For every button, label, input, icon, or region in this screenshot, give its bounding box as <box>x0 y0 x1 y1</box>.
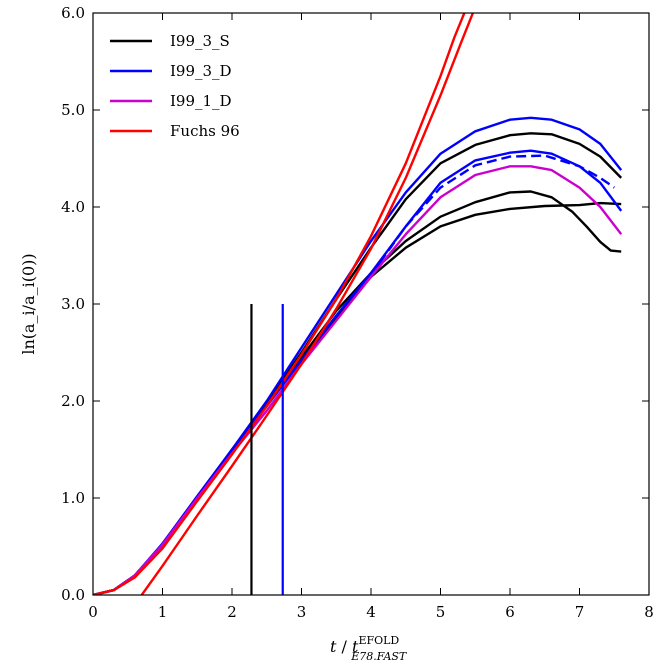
legend-label: I99_3_S <box>170 32 230 50</box>
y-tick-label: 5.0 <box>61 101 85 119</box>
y-tick-label: 0.0 <box>61 586 85 604</box>
legend-label: Fuchs 96 <box>170 122 240 140</box>
y-tick-label: 1.0 <box>61 489 85 507</box>
legend-label: I99_1_D <box>170 92 232 110</box>
series-line-4 <box>93 116 623 595</box>
series-line-8 <box>93 13 466 595</box>
y-tick-label: 2.0 <box>61 392 85 410</box>
x-tick-label: 3 <box>297 603 307 621</box>
x-label-t: t <box>330 637 337 656</box>
y-tick-label: 6.0 <box>61 4 85 22</box>
x-tick-label: 5 <box>436 603 446 621</box>
x-tick-label: 7 <box>575 603 585 621</box>
x-tick-label: 2 <box>227 603 237 621</box>
x-tick-label: 1 <box>158 603 168 621</box>
x-tick-label: 4 <box>366 603 376 621</box>
x-label-sub: E78.FAST <box>350 650 408 661</box>
x-label-slash: / <box>336 637 352 656</box>
x-label-sup: EFOLD <box>358 634 399 647</box>
y-tick-label: 4.0 <box>61 198 85 216</box>
legend: I99_3_S I99_3_D I99_1_D Fuchs 96 <box>110 32 240 140</box>
series-line-6 <box>370 154 615 276</box>
tick-layer: 0 1 2 3 4 5 6 7 8 0.0 1.0 2.0 3.0 4.0 5.0 6.0 <box>61 4 654 621</box>
series-layer <box>93 13 623 595</box>
x-tick-label: 6 <box>505 603 515 621</box>
y-tick-label: 3.0 <box>61 295 85 313</box>
x-label-t2: t <box>352 637 359 656</box>
x-axis-label: t / tEFOLD E78.FAST <box>330 634 408 661</box>
y-axis-label: ln(a_i/a_i(0)) <box>19 253 38 354</box>
vline-layer <box>250 304 284 595</box>
series-line-9 <box>140 13 475 595</box>
legend-label: I99_3_D <box>170 62 232 80</box>
x-tick-label: 8 <box>644 603 654 621</box>
series-line-3 <box>93 132 623 595</box>
x-tick-label: 0 <box>88 603 98 621</box>
series-line-7 <box>93 165 623 595</box>
